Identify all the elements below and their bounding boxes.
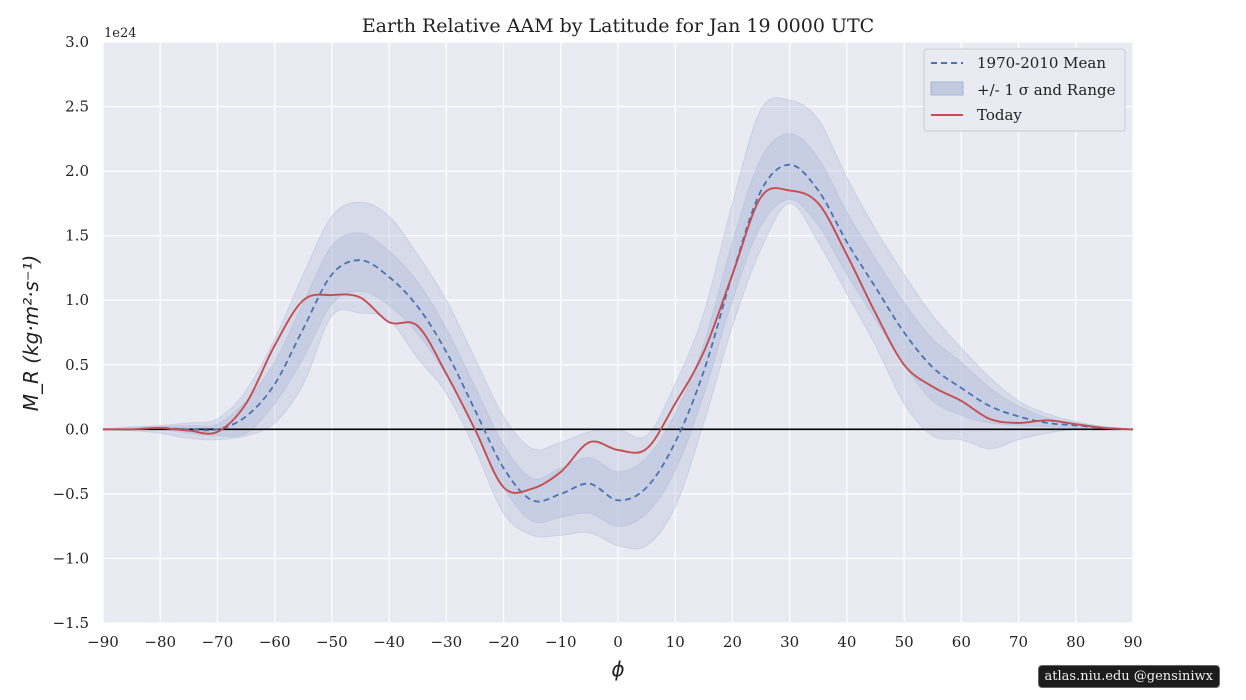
y-tick-label: 3.0 xyxy=(65,33,89,51)
y-tick-label: 0.5 xyxy=(65,356,89,374)
x-tick-label: 10 xyxy=(666,633,685,651)
x-tick-label: 50 xyxy=(895,633,914,651)
legend-label-mean: 1970-2010 Mean xyxy=(977,54,1106,72)
legend-label-band: +/- 1 σ and Range xyxy=(977,81,1116,99)
x-tick-label: −50 xyxy=(316,633,348,651)
x-tick-label: −40 xyxy=(373,633,405,651)
legend-swatch-band xyxy=(930,81,964,96)
x-tick-label: −80 xyxy=(144,633,176,651)
x-tick-label: −60 xyxy=(259,633,291,651)
y-tick-label: −1.0 xyxy=(53,549,89,567)
y-tick-label: 1.5 xyxy=(65,227,89,245)
x-tick-label: −30 xyxy=(431,633,463,651)
x-tick-label: 20 xyxy=(723,633,742,651)
legend: 1970-2010 Mean +/- 1 σ and Range Today xyxy=(923,48,1126,132)
y-tick-label: 0.0 xyxy=(65,420,89,438)
x-tick-label: 40 xyxy=(837,633,856,651)
x-tick-label: −20 xyxy=(488,633,520,651)
y-tick-label: −1.5 xyxy=(53,614,89,632)
x-tick-label: −10 xyxy=(545,633,577,651)
y-tick-label: 2.0 xyxy=(65,162,89,180)
y-tick-label: −0.5 xyxy=(53,485,89,503)
legend-box xyxy=(923,48,1126,132)
x-tick-label: −70 xyxy=(202,633,234,651)
x-axis-label: ϕ xyxy=(611,657,624,681)
grid-lines xyxy=(102,41,1134,624)
x-tick-label: 80 xyxy=(1066,633,1085,651)
y-axis-label: M_R (kg·m²·s⁻¹) xyxy=(19,255,43,412)
chart-title: Earth Relative AAM by Latitude for Jan 1… xyxy=(362,15,874,37)
y-tick-label: 2.5 xyxy=(65,98,89,116)
x-tick-label: 30 xyxy=(780,633,799,651)
tick-labels: −90 −80 −70 −60 −50 −40 −30 −20 −10 0 10 20 30 40 50 60… xyxy=(53,33,1143,651)
legend-label-today: Today xyxy=(977,106,1022,124)
x-tick-label: −90 xyxy=(87,633,119,651)
series-lines xyxy=(102,163,1134,503)
x-tick-label: 60 xyxy=(952,633,971,651)
mean-line xyxy=(102,163,1134,503)
x-tick-label: 90 xyxy=(1123,633,1142,651)
x-tick-label: 0 xyxy=(613,633,623,651)
y-scale-offset-label: 1e24 xyxy=(104,26,137,41)
y-tick-label: 1.0 xyxy=(65,291,89,309)
x-tick-label: 70 xyxy=(1009,633,1028,651)
watermark: atlas.niu.edu @gensiniwx xyxy=(1037,665,1220,688)
today-line xyxy=(102,187,1134,494)
